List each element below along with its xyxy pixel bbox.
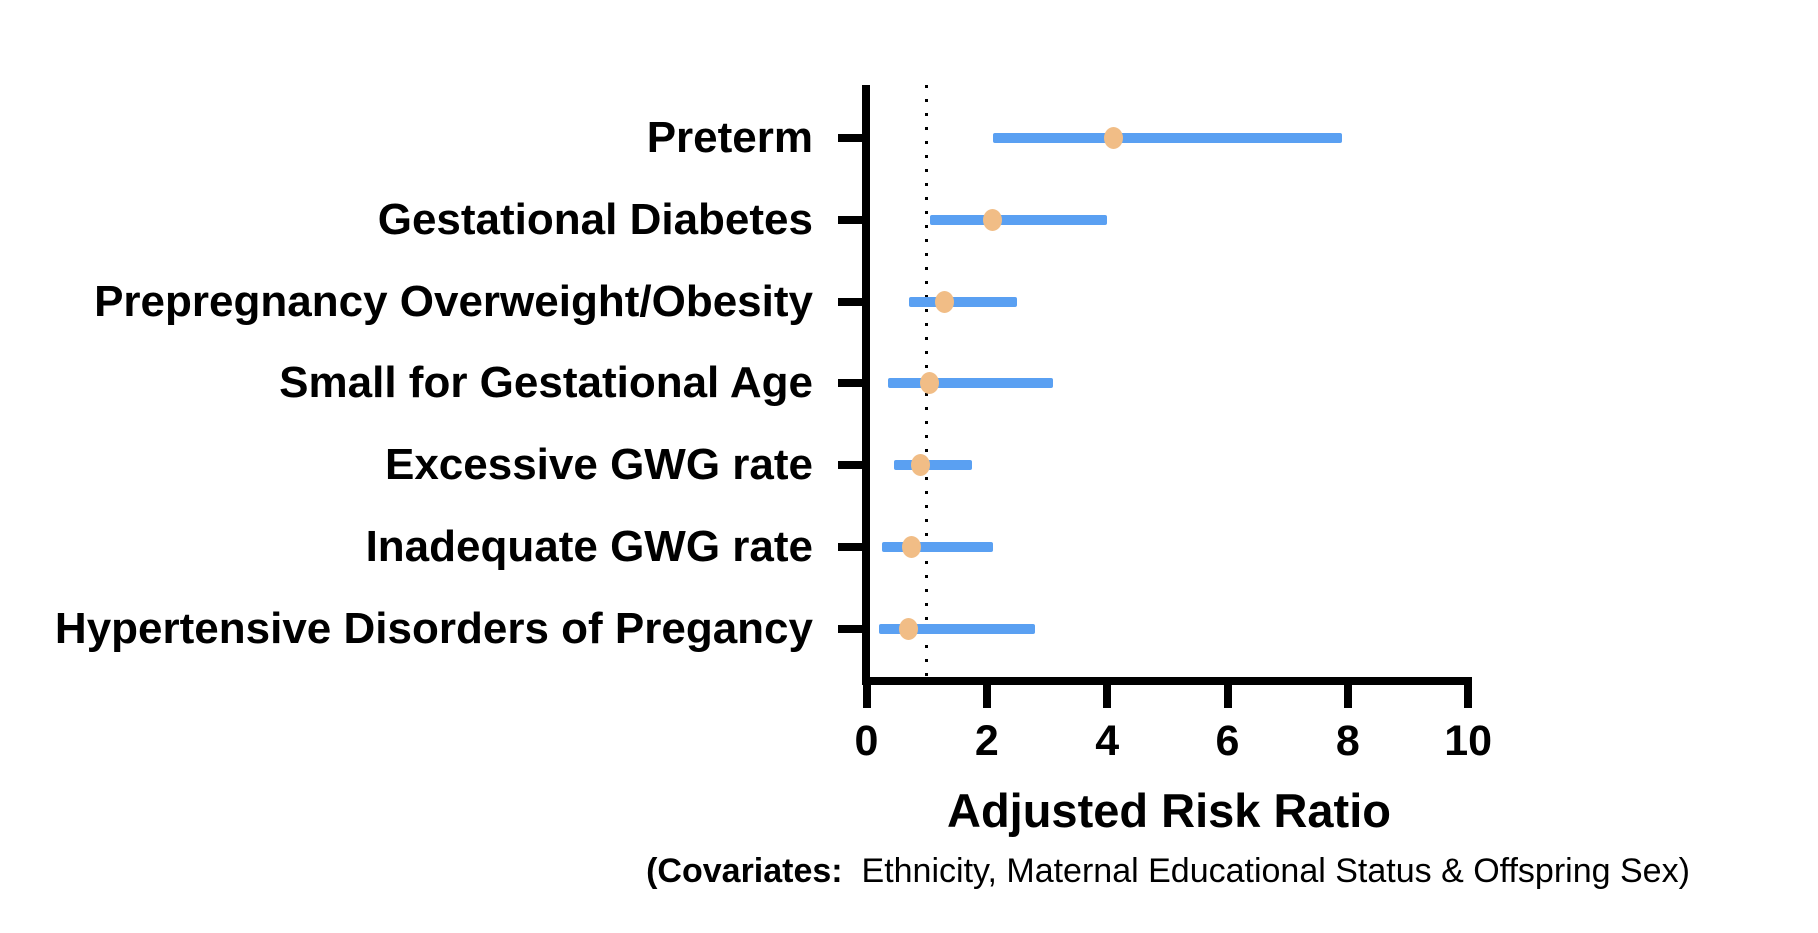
point-estimate-marker (920, 372, 940, 395)
confidence-interval-bar (929, 214, 1108, 225)
x-axis-line (862, 677, 1472, 685)
x-tick-mark (982, 683, 991, 708)
covariates-note: (Covariates: Ethnicity, Maternal Educati… (548, 848, 1788, 894)
category-label: Hypertensive Disorders of Pregancy (54, 603, 813, 653)
covariates-note-label: (Covariates: (646, 852, 843, 890)
x-tick-mark (1343, 683, 1352, 708)
y-tick-mark (838, 379, 862, 388)
confidence-interval-bar (881, 542, 993, 553)
category-label: Prepregnancy Overweight/Obesity (94, 276, 813, 326)
point-estimate-marker (899, 617, 919, 640)
confidence-interval-bar (893, 460, 972, 471)
y-axis-line (862, 85, 870, 685)
y-tick-mark (838, 624, 862, 633)
category-label: Preterm (646, 113, 813, 162)
x-tick-label: 4 (1095, 717, 1120, 765)
x-tick-mark (1103, 683, 1112, 708)
x-tick-label: 2 (974, 717, 999, 765)
y-tick-mark (838, 461, 862, 470)
confidence-interval-bar (878, 623, 1035, 634)
x-tick-mark (1464, 683, 1473, 708)
category-label: Small for Gestational Age (279, 358, 813, 408)
x-tick-label: 6 (1215, 717, 1240, 765)
x-tick-label: 8 (1335, 717, 1360, 765)
confidence-interval-bar (887, 378, 1053, 389)
covariates-note-text: Ethnicity, Maternal Educational Status &… (842, 852, 1690, 890)
category-label: Excessive GWG rate (384, 440, 813, 490)
confidence-interval-bar (908, 296, 1017, 307)
category-label: Gestational Diabetes (377, 194, 813, 244)
x-tick-label: 0 (854, 717, 879, 765)
y-tick-mark (838, 215, 862, 224)
x-tick-mark (1223, 683, 1232, 708)
x-tick-mark (862, 683, 871, 708)
point-estimate-marker (902, 536, 922, 559)
point-estimate-marker (911, 454, 931, 477)
y-tick-mark (838, 134, 862, 142)
x-axis-title: Adjusted Risk Ratio (947, 784, 1391, 837)
point-estimate-marker (1103, 127, 1123, 149)
point-estimate-marker (983, 208, 1003, 231)
confidence-interval-bar (992, 133, 1342, 143)
point-estimate-marker (935, 290, 955, 313)
y-tick-mark (838, 297, 862, 306)
y-tick-mark (838, 543, 862, 552)
category-label: Inadequate GWG rate (365, 522, 813, 572)
x-tick-label: 10 (1444, 717, 1493, 765)
